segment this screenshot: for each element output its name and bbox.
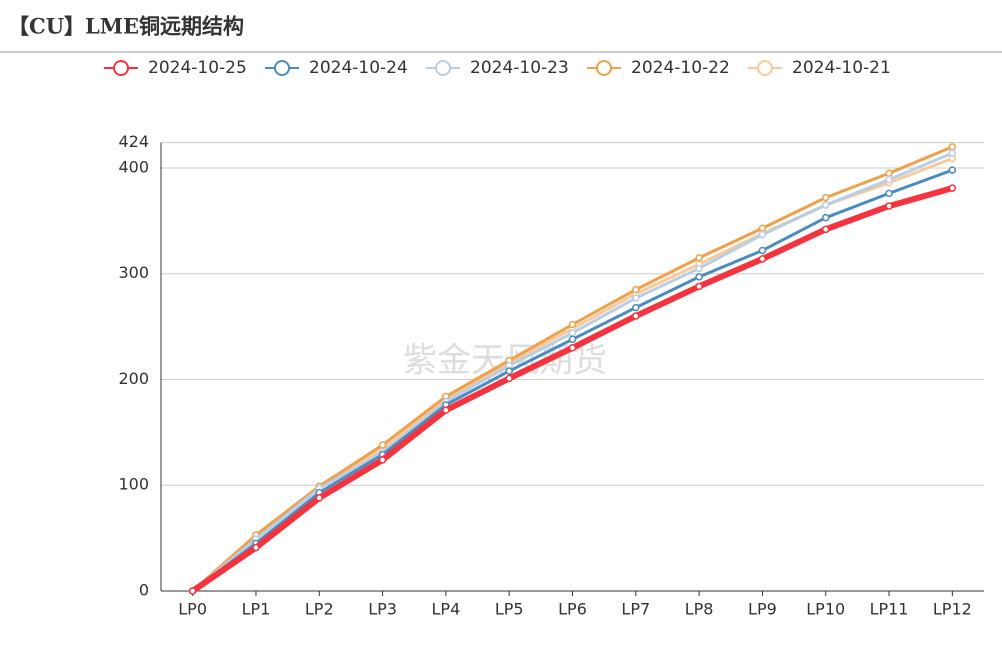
x-tick-label: LP11 (870, 600, 909, 619)
x-tick-label: LP2 (305, 600, 334, 619)
point (885, 202, 893, 210)
point (948, 149, 957, 157)
legend-marker (757, 60, 773, 76)
legend-label: 2024-10-25 (148, 58, 247, 78)
y-tick-label: 200 (118, 369, 149, 388)
x-tick-label: LP12 (933, 600, 972, 619)
x-tick-label: LP7 (621, 600, 650, 619)
chart-title: 【CU】LME铜远期结构 (8, 14, 244, 39)
x-tick-label: LP0 (178, 600, 207, 619)
point (695, 254, 703, 262)
x-tick-label: LP10 (806, 600, 845, 619)
point (632, 294, 640, 302)
point (885, 189, 893, 198)
point (695, 282, 703, 291)
point (442, 406, 450, 414)
point (821, 225, 830, 234)
point (885, 169, 893, 178)
x-tick-label: LP9 (748, 600, 777, 619)
point (378, 456, 387, 464)
point (695, 264, 703, 273)
legend-marker (435, 60, 451, 76)
point (632, 285, 640, 294)
point (378, 441, 387, 449)
point (948, 184, 957, 192)
point (948, 143, 957, 151)
point (821, 193, 830, 202)
point (505, 374, 513, 383)
point (758, 255, 767, 263)
legend-label: 2024-10-24 (309, 58, 408, 78)
x-tick-label: LP5 (495, 600, 524, 619)
legend-marker (596, 60, 612, 76)
series-line (191, 168, 953, 593)
x-tick-label: LP3 (368, 600, 397, 619)
point (632, 312, 640, 320)
point (758, 230, 767, 239)
point (505, 367, 513, 375)
point (568, 344, 577, 352)
legend-marker (274, 60, 290, 76)
x-tick-label: LP6 (558, 600, 587, 619)
point (948, 166, 957, 174)
x-tick-label: LP4 (432, 600, 461, 619)
legend-label: 2024-10-22 (631, 58, 730, 78)
x-tick-label: LP1 (242, 600, 271, 619)
point (695, 273, 703, 281)
legend-label: 2024-10-21 (792, 58, 891, 78)
point (188, 587, 197, 595)
point (885, 175, 893, 184)
x-tick-label: LP8 (685, 600, 714, 619)
point (252, 543, 260, 552)
y-tick-label: 424 (118, 132, 149, 151)
point (568, 329, 577, 337)
series-line (190, 185, 954, 594)
point (758, 224, 767, 233)
point (758, 246, 767, 255)
point (568, 335, 577, 344)
legend-label: 2024-10-23 (470, 58, 569, 78)
point (315, 494, 324, 502)
y-tick-label: 0 (139, 581, 149, 600)
legend-marker (113, 60, 129, 76)
point (568, 320, 577, 329)
y-tick-label: 400 (118, 157, 149, 176)
point (632, 303, 640, 312)
point (821, 213, 830, 222)
y-tick-label: 300 (118, 263, 149, 282)
y-tick-label: 100 (118, 475, 149, 494)
point (821, 201, 830, 209)
